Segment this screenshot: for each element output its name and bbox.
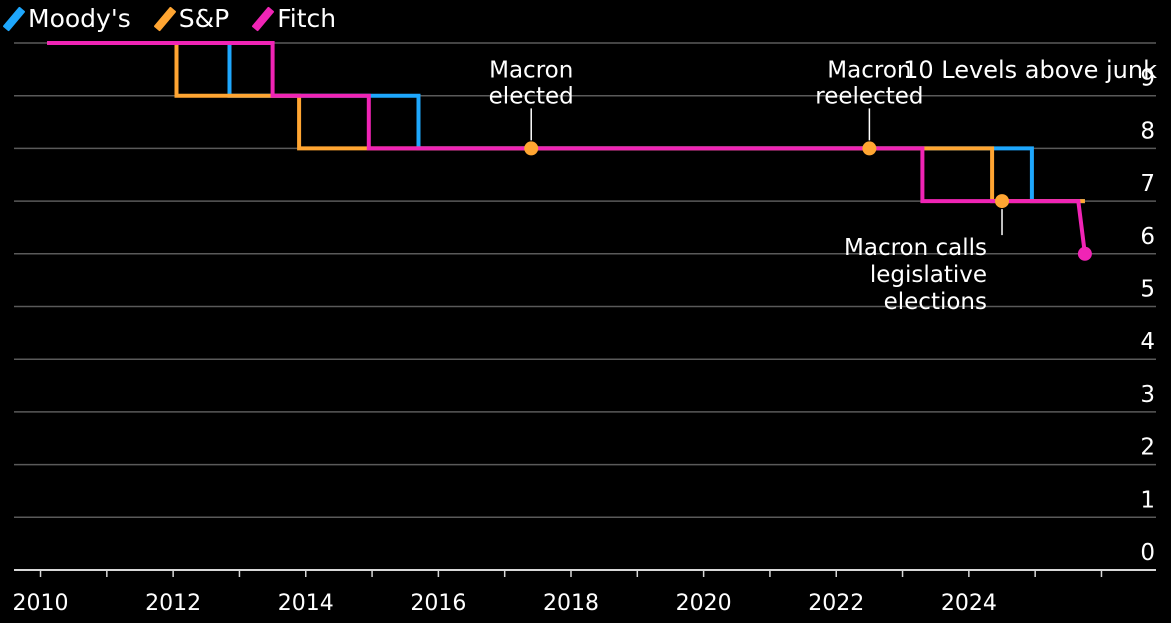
y-tick-label-6: 6	[1140, 224, 1155, 250]
legend-label-moodys: Moody's	[28, 4, 131, 33]
annotation-marker-0	[524, 141, 539, 156]
legend-label-sp: S&P	[178, 4, 230, 33]
legend-label-fitch: Fitch	[277, 4, 337, 33]
y-tick-label-3: 3	[1140, 382, 1155, 408]
legend-item-sp[interactable]: S&P	[153, 4, 230, 33]
y-tick-label-7: 7	[1140, 171, 1155, 197]
x-tick-label-2010: 2010	[13, 591, 69, 616]
annotation-text-0-1: elected	[489, 83, 574, 109]
x-tick-label-2018: 2018	[543, 591, 599, 616]
x-tick-label-2024: 2024	[941, 591, 997, 616]
legend-swatch-sp	[153, 5, 177, 32]
x-tick-label-2020: 2020	[676, 591, 732, 616]
annotation-text-1-0: Macron	[827, 57, 911, 83]
annotation-marker-1	[862, 141, 877, 156]
x-tick-label-2012: 2012	[145, 591, 201, 616]
x-tick-label-2022: 2022	[808, 591, 864, 616]
y-tick-label-9: 9	[1140, 66, 1155, 92]
y-tick-label-8: 8	[1140, 118, 1155, 144]
y-tick-label-0: 0	[1140, 540, 1155, 566]
series-line-0	[47, 41, 1085, 204]
y-tick-label-5: 5	[1140, 277, 1155, 303]
y-tick-label-1: 1	[1140, 487, 1155, 513]
fitch-end-marker	[1077, 246, 1092, 261]
y-tick-label-4: 4	[1140, 329, 1155, 355]
series-line-1	[47, 41, 1085, 204]
annotation-text-2-0: Macron calls	[844, 235, 987, 261]
annotation-text-1-1: reelected	[815, 83, 923, 109]
x-tick-label-2016: 2016	[410, 591, 466, 616]
series-line-2	[47, 41, 1087, 255]
legend: Moody's S&P Fitch	[2, 4, 337, 33]
annotation-text-2-1: legislative	[870, 262, 987, 288]
annotation-text-2-2: elections	[884, 289, 987, 315]
annotation-marker-2	[995, 194, 1010, 209]
legend-swatch-fitch	[251, 5, 275, 32]
legend-item-moodys[interactable]: Moody's	[2, 4, 131, 33]
annotation-text-0-0: Macron	[489, 57, 573, 83]
y-tick-label-2: 2	[1140, 435, 1155, 461]
x-tick-label-2014: 2014	[278, 591, 334, 616]
legend-item-fitch[interactable]: Fitch	[251, 4, 337, 33]
y-axis-unit-label: 10 Levels above junk	[903, 56, 1157, 84]
